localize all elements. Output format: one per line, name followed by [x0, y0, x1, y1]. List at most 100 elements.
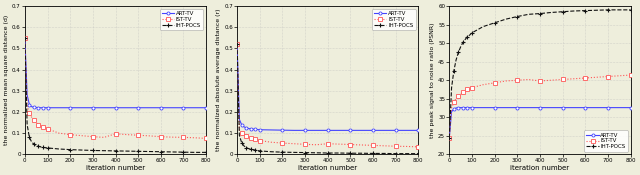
- ART-TV: [346, 129, 354, 131]
- IST-TV: [253, 139, 261, 141]
- ART-TV: [547, 107, 555, 109]
- IHT-POCS: [459, 41, 467, 44]
- ART-TV: [233, 43, 241, 45]
- IHT-POCS: [445, 136, 453, 139]
- IHT-POCS: [461, 38, 469, 41]
- IST-TV: [202, 137, 210, 139]
- Y-axis label: the normalized absolute average distance (r): the normalized absolute average distance…: [216, 9, 221, 152]
- IST-TV: [593, 76, 600, 78]
- IHT-POCS: [157, 151, 164, 153]
- IHT-POCS: [100, 150, 108, 152]
- IST-TV: [466, 87, 474, 89]
- ART-TV: [452, 107, 460, 109]
- IST-TV: [415, 146, 422, 148]
- IST-TV: [268, 141, 275, 143]
- Line: ART-TV: ART-TV: [236, 43, 420, 132]
- IHT-POCS: [324, 152, 332, 154]
- IHT-POCS: [335, 152, 343, 154]
- ART-TV: [202, 107, 210, 109]
- IST-TV: [448, 107, 456, 109]
- IST-TV: [491, 82, 499, 84]
- ART-TV: [369, 129, 377, 131]
- ART-TV: [123, 107, 131, 109]
- ART-TV: [55, 107, 63, 109]
- ART-TV: [502, 107, 510, 109]
- IST-TV: [243, 135, 250, 137]
- ART-TV: [468, 107, 476, 109]
- ART-TV: [100, 107, 108, 109]
- IHT-POCS: [236, 134, 243, 136]
- Y-axis label: the peak signal to noise ratio (PSNR): the peak signal to noise ratio (PSNR): [430, 22, 435, 138]
- IHT-POCS: [89, 149, 97, 152]
- IHT-POCS: [479, 26, 487, 28]
- IHT-POCS: [448, 87, 456, 89]
- IST-TV: [42, 127, 49, 129]
- IST-TV: [111, 133, 119, 135]
- IST-TV: [452, 98, 460, 100]
- IHT-POCS: [37, 146, 45, 148]
- IHT-POCS: [559, 11, 566, 13]
- IHT-POCS: [290, 151, 298, 153]
- X-axis label: iteration number: iteration number: [298, 165, 357, 171]
- ART-TV: [278, 129, 286, 131]
- Line: IST-TV: IST-TV: [448, 74, 632, 139]
- ART-TV: [252, 128, 259, 130]
- IST-TV: [37, 125, 45, 127]
- Line: IHT-POCS: IHT-POCS: [235, 42, 420, 156]
- ART-TV: [146, 107, 154, 109]
- IST-TV: [335, 143, 343, 145]
- IHT-POCS: [627, 9, 634, 11]
- ART-TV: [253, 128, 261, 131]
- IST-TV: [77, 135, 85, 137]
- IST-TV: [559, 78, 566, 81]
- IST-TV: [358, 144, 365, 146]
- ART-TV: [559, 107, 566, 109]
- IST-TV: [457, 93, 465, 95]
- IST-TV: [30, 119, 38, 121]
- ART-TV: [33, 106, 40, 108]
- X-axis label: iteration number: iteration number: [86, 165, 145, 171]
- IST-TV: [233, 43, 241, 45]
- ART-TV: [26, 103, 33, 106]
- IHT-POCS: [252, 149, 259, 151]
- IHT-POCS: [468, 32, 476, 34]
- X-axis label: iteration number: iteration number: [510, 165, 570, 171]
- IST-TV: [369, 144, 377, 146]
- ART-TV: [191, 107, 198, 109]
- IST-TV: [256, 139, 264, 142]
- IST-TV: [547, 79, 555, 81]
- Legend: ART-TV, IST-TV, IHT-POCS: ART-TV, IST-TV, IHT-POCS: [372, 9, 415, 30]
- IST-TV: [44, 128, 51, 130]
- IHT-POCS: [457, 46, 465, 48]
- ART-TV: [236, 118, 243, 120]
- IHT-POCS: [346, 152, 354, 154]
- ART-TV: [392, 129, 399, 131]
- ART-TV: [256, 129, 264, 131]
- IHT-POCS: [616, 9, 623, 11]
- IST-TV: [403, 145, 411, 148]
- IHT-POCS: [463, 36, 471, 38]
- IHT-POCS: [30, 143, 38, 145]
- IST-TV: [459, 91, 467, 93]
- Line: ART-TV: ART-TV: [448, 106, 632, 139]
- IST-TV: [278, 142, 286, 144]
- IHT-POCS: [392, 153, 399, 155]
- IST-TV: [445, 136, 453, 139]
- ART-TV: [461, 107, 469, 109]
- IHT-POCS: [513, 15, 521, 18]
- IHT-POCS: [502, 18, 510, 20]
- IST-TV: [324, 143, 332, 145]
- IHT-POCS: [238, 142, 246, 144]
- IST-TV: [180, 136, 188, 138]
- IHT-POCS: [26, 136, 33, 138]
- ART-TV: [450, 108, 458, 110]
- ART-TV: [28, 106, 35, 108]
- ART-TV: [491, 107, 499, 109]
- IST-TV: [468, 87, 476, 89]
- IST-TV: [26, 112, 33, 114]
- IST-TV: [21, 37, 29, 39]
- IHT-POCS: [146, 150, 154, 153]
- ART-TV: [39, 107, 47, 109]
- IST-TV: [134, 134, 142, 136]
- ART-TV: [627, 107, 634, 109]
